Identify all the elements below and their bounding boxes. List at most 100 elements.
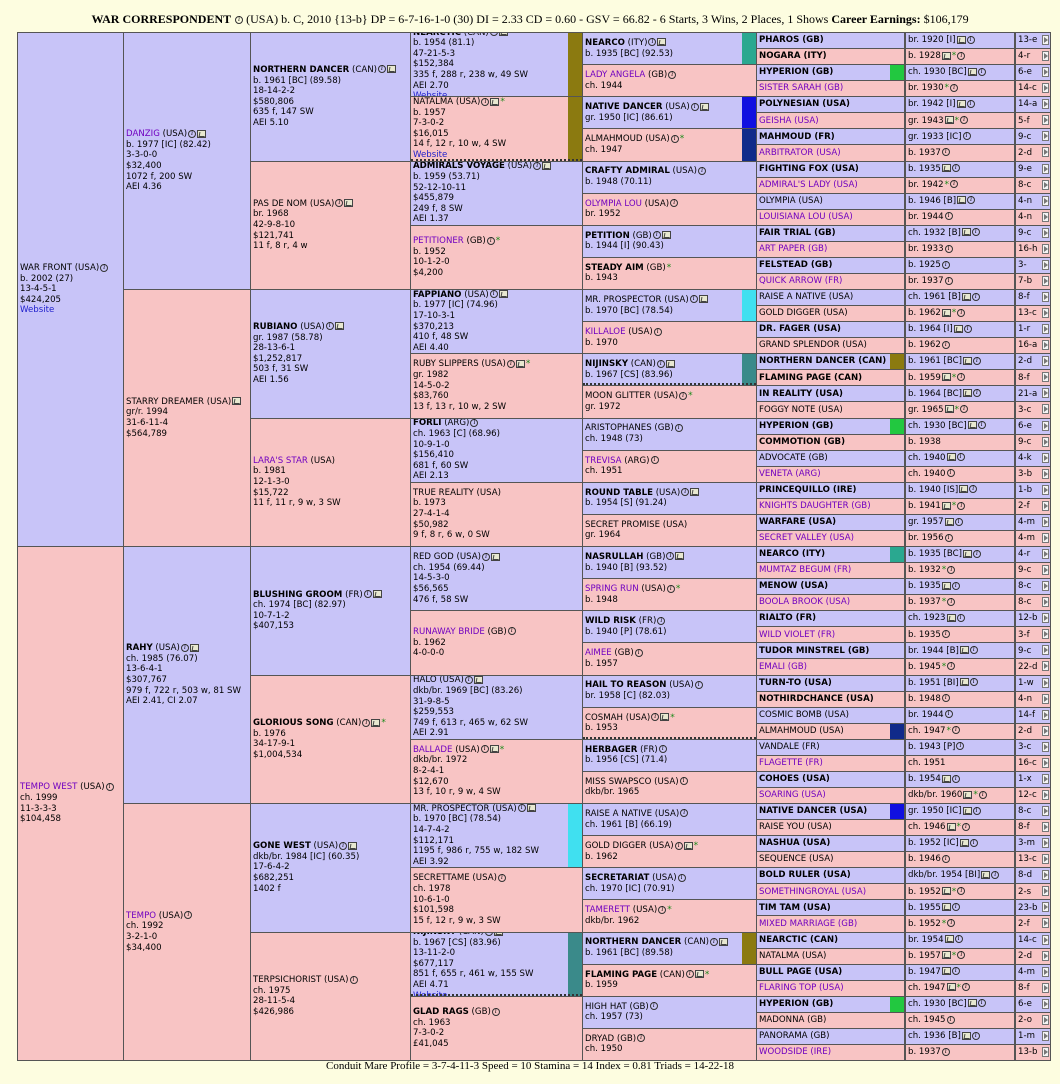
horse-name-link[interactable]: LADY ANGELA: [585, 70, 646, 81]
expand-arrow-icon[interactable]: [1042, 131, 1049, 142]
mail-icon[interactable]: [526, 804, 536, 813]
horse-name-link[interactable]: GEISHA (USA): [759, 115, 819, 126]
expand-arrow-icon[interactable]: [1042, 195, 1049, 206]
info-icon[interactable]: i: [533, 161, 542, 170]
expand-arrow-icon[interactable]: [1042, 998, 1049, 1009]
info-icon[interactable]: i: [486, 236, 495, 245]
mail-icon[interactable]: [683, 841, 693, 850]
horse-name-link[interactable]: ROUND TABLE: [585, 487, 653, 498]
horse-name-link[interactable]: OLYMPIA (USA): [759, 195, 823, 206]
expand-arrow-icon[interactable]: [1042, 308, 1049, 319]
expand-arrow-icon[interactable]: [1042, 436, 1049, 447]
info-icon[interactable]: i: [362, 718, 371, 727]
info-icon[interactable]: i: [944, 212, 953, 221]
horse-name-link[interactable]: WOODSIDE (IRE): [759, 1047, 832, 1058]
mail-icon[interactable]: [959, 646, 969, 655]
info-icon[interactable]: i: [947, 597, 956, 606]
info-icon[interactable]: i: [325, 322, 334, 331]
info-icon[interactable]: i: [969, 485, 978, 494]
horse-name-link[interactable]: BLUSHING GROOM: [253, 589, 343, 600]
info-icon[interactable]: i: [950, 180, 959, 189]
info-icon[interactable]: i: [966, 99, 975, 108]
info-icon[interactable]: i: [967, 196, 976, 205]
horse-name-link[interactable]: VANDALE (FR): [759, 741, 820, 752]
expand-arrow-icon[interactable]: [1042, 741, 1049, 752]
mail-icon[interactable]: [962, 356, 972, 365]
horse-name-link[interactable]: MR. PROSPECTOR: [413, 803, 490, 814]
expand-arrow-icon[interactable]: [1042, 982, 1049, 993]
mail-icon[interactable]: [660, 713, 670, 722]
horse-name-link[interactable]: MAHMOUD (FR): [759, 131, 835, 142]
mail-icon[interactable]: [941, 501, 951, 510]
mail-icon[interactable]: [657, 38, 667, 47]
info-icon[interactable]: i: [689, 295, 698, 304]
mail-icon[interactable]: [491, 552, 501, 561]
expand-arrow-icon[interactable]: [1042, 500, 1049, 511]
horse-name-link[interactable]: ALMAHMOUD: [585, 134, 643, 145]
info-icon[interactable]: i: [377, 65, 386, 74]
info-icon[interactable]: i: [969, 838, 978, 847]
horse-name-link[interactable]: FIGHTING FOX (USA): [759, 163, 859, 174]
horse-name-link[interactable]: TUDOR MINSTREL (GB): [759, 645, 870, 656]
expand-arrow-icon[interactable]: [1042, 693, 1049, 704]
website-link[interactable]: Website: [413, 150, 448, 161]
info-icon[interactable]: i: [946, 469, 955, 478]
horse-name-link[interactable]: NORTHERN DANCER: [253, 64, 350, 75]
horse-name-link[interactable]: MIXED MARRIAGE (GB): [759, 918, 858, 929]
mail-icon[interactable]: [944, 116, 954, 125]
horse-name-link[interactable]: OLYMPIA LOU: [585, 198, 642, 209]
horse-name-link[interactable]: SPRING RUN: [585, 584, 639, 595]
horse-name-link[interactable]: COHOES (USA): [759, 774, 830, 785]
horse-name-link[interactable]: SECRET PROMISE: [585, 519, 661, 530]
horse-name-link[interactable]: NOTHIRDCHANCE (USA): [759, 693, 874, 704]
mail-icon[interactable]: [694, 970, 704, 979]
expand-arrow-icon[interactable]: [1042, 211, 1049, 222]
info-icon[interactable]: i: [105, 782, 114, 791]
horse-name-link[interactable]: NEARCTIC (CAN): [759, 934, 839, 945]
info-icon[interactable]: i: [951, 164, 960, 173]
horse-name-link[interactable]: LOUISIANA LOU (USA): [759, 211, 853, 222]
info-icon[interactable]: i: [668, 70, 677, 79]
horse-name-link[interactable]: RED GOD: [413, 552, 454, 563]
horse-name-link[interactable]: NASRULLAH: [585, 551, 644, 562]
mail-icon[interactable]: [946, 822, 956, 831]
horse-name-link[interactable]: WILD VIOLET (FR): [759, 629, 836, 640]
expand-arrow-icon[interactable]: [1042, 645, 1049, 656]
mail-icon[interactable]: [515, 359, 525, 368]
info-icon[interactable]: i: [946, 1015, 955, 1024]
horse-name-link[interactable]: BULL PAGE (USA): [759, 966, 843, 977]
info-icon[interactable]: i: [944, 533, 953, 542]
info-icon[interactable]: i: [470, 418, 479, 427]
info-icon[interactable]: i: [971, 228, 980, 237]
horse-name-link[interactable]: SECRETARIAT: [585, 873, 650, 884]
horse-name-link[interactable]: PHAROS (GB): [759, 35, 824, 46]
horse-name-link[interactable]: MR. PROSPECTOR: [585, 294, 662, 305]
info-icon[interactable]: i: [674, 841, 683, 850]
expand-arrow-icon[interactable]: [1042, 613, 1049, 624]
info-icon[interactable]: i: [648, 38, 657, 47]
horse-name-link[interactable]: CRAFTY ADMIRAL: [585, 166, 670, 177]
mail-icon[interactable]: [941, 581, 951, 590]
horse-name-link[interactable]: ADVOCATE (GB): [759, 452, 828, 463]
horse-name-link[interactable]: BOLD RULER (USA): [759, 870, 851, 881]
horse-name-link[interactable]: GLAD RAGS: [413, 1007, 469, 1018]
horse-name-link[interactable]: TRUE REALITY: [413, 487, 474, 498]
info-icon[interactable]: i: [484, 932, 493, 936]
mail-icon[interactable]: [189, 643, 199, 652]
info-icon[interactable]: i: [941, 148, 950, 157]
mail-icon[interactable]: [197, 129, 207, 138]
mail-icon[interactable]: [493, 932, 503, 936]
mail-icon[interactable]: [498, 33, 508, 37]
expand-arrow-icon[interactable]: [1042, 661, 1049, 672]
mail-icon[interactable]: [941, 774, 951, 783]
info-icon[interactable]: i: [464, 675, 473, 684]
info-icon[interactable]: i: [991, 870, 1000, 879]
expand-arrow-icon[interactable]: [1042, 404, 1049, 415]
info-icon[interactable]: i: [180, 643, 189, 652]
horse-name-link[interactable]: GONE WEST: [253, 841, 311, 852]
expand-arrow-icon[interactable]: [1042, 677, 1049, 688]
info-icon[interactable]: i: [941, 1047, 950, 1056]
info-icon[interactable]: i: [947, 919, 956, 928]
horse-name-link[interactable]: GOLD DIGGER (USA): [759, 308, 848, 319]
info-icon[interactable]: i: [666, 552, 675, 561]
